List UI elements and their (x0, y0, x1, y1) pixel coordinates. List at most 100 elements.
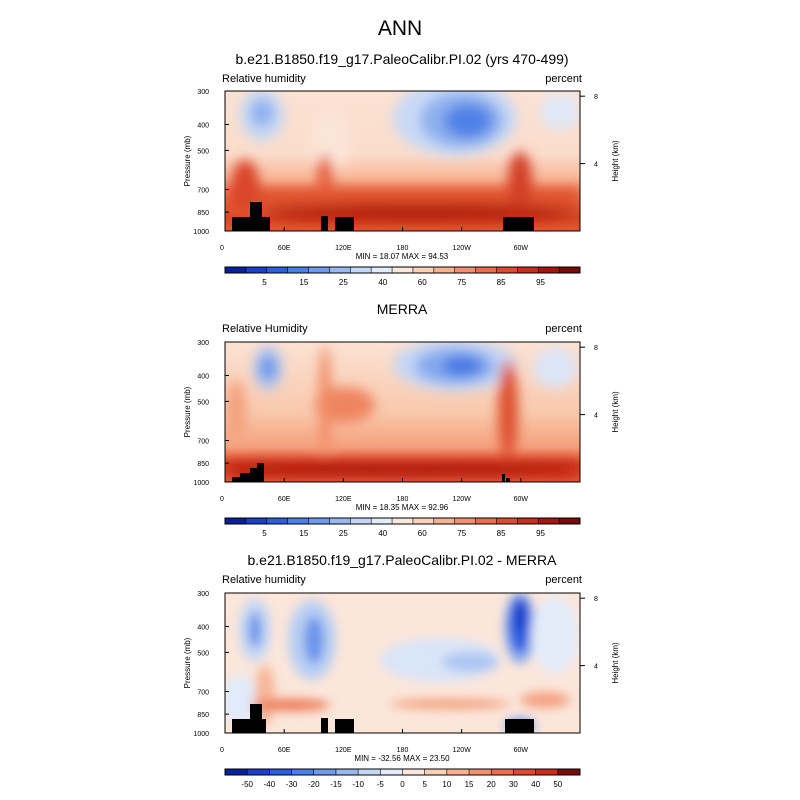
colorbar-swatch (308, 518, 330, 524)
xtick-label: 120W (453, 245, 472, 252)
panel-3: b.e21.B1850.f19_g17.PaleoCalibr.PI.02 - … (183, 552, 620, 789)
colorbar-swatch (491, 769, 514, 775)
xtick-label: 60W (514, 747, 529, 754)
panel-2-xticks: 0 60E 120E 180 120W 60W (220, 478, 528, 503)
colorbar-swatch (329, 518, 351, 524)
ytick-label: 300 (197, 89, 209, 96)
colorbar-label: -15 (330, 780, 342, 789)
panel-1-stats: MIN = 18.07 MAX = 94.53 (356, 252, 449, 261)
panel-2-left-label: Relative Humidity (222, 323, 308, 335)
colorbar-label: 95 (536, 529, 545, 538)
panel-2-yticks-right: 84 (580, 345, 598, 420)
panel-2: MERRA Relative Humidity percent (183, 301, 620, 538)
colorbar-swatch (517, 267, 539, 273)
panel-3-field (225, 593, 580, 733)
colorbar-swatch (380, 769, 403, 775)
panel-3-xticks: 0 60E 120E 180 120W 60W (220, 729, 528, 754)
colorbar-swatch (287, 267, 309, 273)
colorbar-label: 15 (465, 780, 474, 789)
colorbar-label: 40 (531, 780, 540, 789)
colorbar-swatch (446, 769, 470, 775)
colorbar-swatch (454, 267, 476, 273)
panel-1-ylabel-right: Height (km) (611, 140, 620, 182)
colorbar-swatch (269, 769, 292, 775)
colorbar-label: 0 (400, 780, 405, 789)
panel-3-yticks: 300 400 500 700 850 1000 (193, 591, 229, 738)
panel-3-ylabel: Pressure (mb) (183, 637, 192, 688)
colorbar-swatch (266, 267, 289, 273)
colorbar-label: 5 (262, 278, 267, 287)
colorbar-swatch (225, 518, 247, 524)
panel-1-xticks: 0 60E 120E 180 120W 60W (220, 227, 528, 252)
ytick-label: 1000 (193, 480, 209, 487)
ytick-label: 850 (197, 461, 209, 468)
colorbar-swatch (291, 769, 315, 775)
ytick-label: 500 (197, 148, 209, 155)
panel-3-ylabel-right: Height (km) (611, 642, 620, 684)
xtick-label: 120E (335, 245, 352, 252)
panel-2-ylabel-right: Height (km) (611, 391, 620, 433)
colorbar-swatch (308, 267, 330, 273)
ytick-label: 300 (197, 340, 209, 347)
panel-2-title: MERRA (377, 301, 428, 317)
colorbar-swatch (433, 518, 456, 524)
colorbar-swatch (496, 518, 518, 524)
xtick-label: 120W (453, 747, 472, 754)
ytick-label: 700 (197, 439, 209, 446)
colorbar-swatch (313, 769, 337, 775)
colorbar-swatch (392, 518, 414, 524)
colorbar-label: 60 (418, 278, 427, 287)
colorbar-swatch (535, 769, 559, 775)
colorbar-swatch (287, 518, 309, 524)
panel-1-title: b.e21.B1850.f19_g17.PaleoCalibr.PI.02 (y… (235, 51, 568, 67)
colorbar-swatch (424, 769, 448, 775)
colorbar-swatch (245, 267, 268, 273)
panel-1-yticks-right: 84 (580, 94, 598, 169)
panel-2-ylabel: Pressure (mb) (183, 386, 192, 437)
xtick-label: 120E (335, 496, 352, 503)
colorbar-swatch (329, 267, 351, 273)
ytick-label: 400 (197, 624, 209, 631)
colorbar-label: 85 (497, 529, 506, 538)
colorbar-swatch (433, 267, 456, 273)
colorbar-label: 25 (339, 278, 348, 287)
ytick-right-label: 8 (594, 596, 598, 603)
colorbar-label: 10 (442, 780, 451, 789)
panel-3-stats: MIN = -32.56 MAX = 23.50 (354, 754, 450, 763)
colorbar-label: 85 (497, 278, 506, 287)
colorbar-swatch (350, 267, 372, 273)
xtick-label: 180 (397, 747, 409, 754)
colorbar-swatch (412, 267, 435, 273)
colorbar-swatch (475, 267, 497, 273)
ytick-label: 300 (197, 591, 209, 598)
panel-2-colorbar: 5 15 25 40 60 75 85 95 (224, 517, 581, 538)
xtick-label: 120W (453, 496, 472, 503)
colorbar-swatch (469, 769, 492, 775)
ytick-right-label: 4 (594, 664, 598, 671)
panel-3-colorbar: -50 -40 -30 -20 -15 -10 -5 0 5 10 15 20 30 40 50 (224, 768, 581, 789)
colorbar-swatch (358, 769, 381, 775)
colorbar-label: 5 (422, 780, 427, 789)
ytick-right-label: 8 (594, 94, 598, 101)
xtick-label: 0 (220, 496, 224, 503)
colorbar-swatch (538, 518, 560, 524)
ytick-right-label: 4 (594, 162, 598, 169)
colorbar-label: 50 (553, 780, 562, 789)
panel-1-colorbar: 5 15 25 40 60 75 85 95 (224, 266, 581, 287)
ytick-label: 1000 (193, 731, 209, 738)
colorbar-swatch (371, 518, 393, 524)
colorbar-swatch (454, 518, 476, 524)
xtick-label: 60W (514, 496, 529, 503)
colorbar-swatch (517, 518, 539, 524)
colorbar-frame (224, 768, 581, 776)
ytick-label: 850 (197, 210, 209, 217)
colorbar-label: -40 (264, 780, 276, 789)
colorbar-swatch (557, 769, 581, 775)
ytick-label: 500 (197, 399, 209, 406)
colorbar-swatch (496, 267, 518, 273)
colorbar-label: 75 (457, 529, 466, 538)
colorbar-label: 30 (509, 780, 518, 789)
colorbar-label: 20 (487, 780, 496, 789)
panel-1-right-label: percent (545, 73, 582, 85)
